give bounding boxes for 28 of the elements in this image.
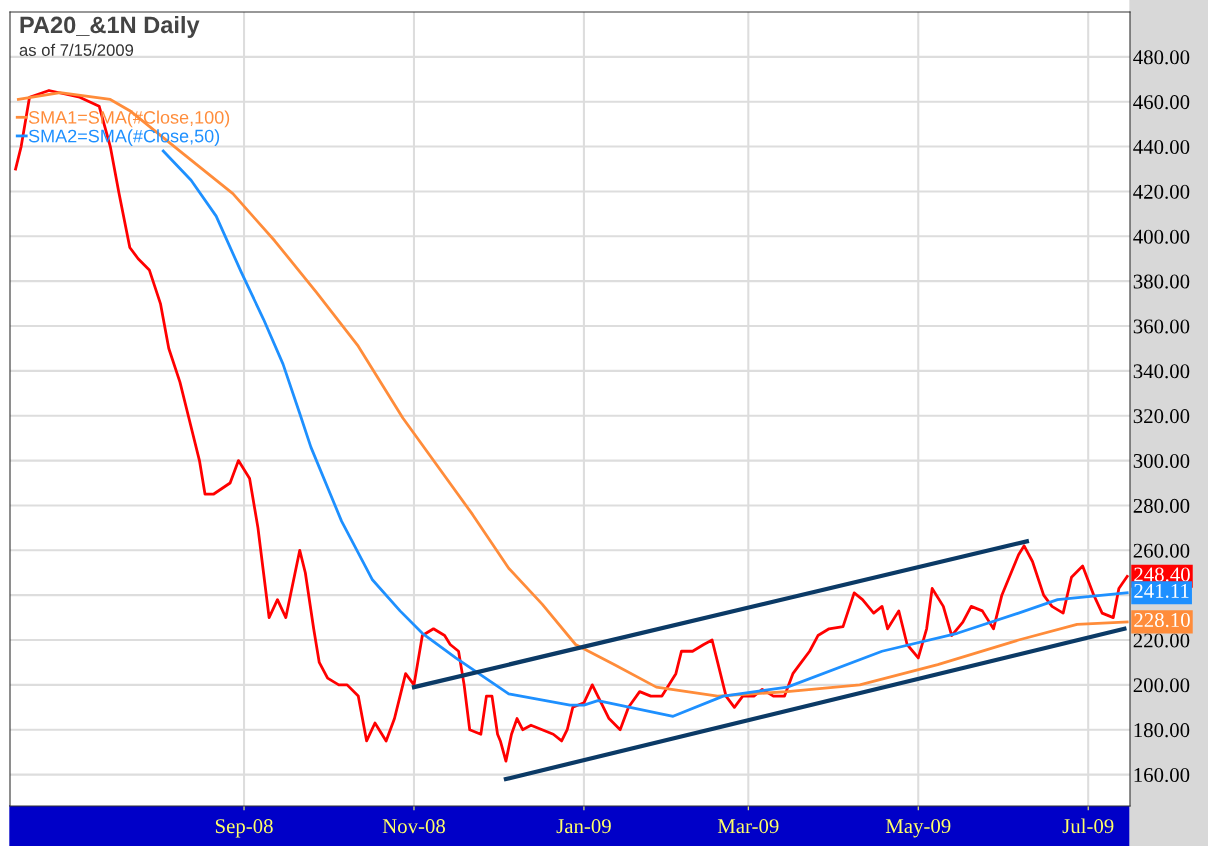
y-tick-label: 280.00 (1133, 498, 1190, 513)
y-tick-label: 300.00 (1133, 453, 1190, 469)
data-label: 241.11 (1134, 583, 1189, 598)
y-tick-label: 200.00 (1133, 678, 1190, 693)
line-series (161, 149, 1129, 718)
x-tick-label: Nov-08 (382, 819, 446, 834)
y-tick-label: 180.00 (1134, 723, 1190, 738)
y-tick-label: 440.00 (1133, 139, 1190, 155)
chart-title: PA20_&1N Daily (20, 15, 200, 38)
y-tick-label: 220.00 (1133, 633, 1190, 648)
y-tick-label: 480.00 (1133, 50, 1190, 65)
y-tick-label: 260.00 (1133, 543, 1190, 558)
y-tick-label: 380.00 (1133, 274, 1190, 289)
data-label: 228.10 (1134, 613, 1190, 628)
text: as of 7/15/2009 (19, 43, 134, 56)
y-tick-label: 340.00 (1133, 364, 1190, 379)
x-tick-label: Jan-09 (556, 819, 611, 834)
data-label: 248.40 (1134, 567, 1190, 582)
y-tick-label: 160.00 (1134, 767, 1190, 783)
x-tick-label: Sep-08 (215, 819, 273, 838)
y-tick-label: 320.00 (1133, 409, 1190, 424)
x-tick-label: Jul-09 (1062, 818, 1114, 834)
y-tick-label: 420.00 (1133, 184, 1190, 199)
y-tick-label: 460.00 (1133, 95, 1190, 110)
y-tick-label: 400.00 (1133, 229, 1190, 244)
x-tick-label: Mar-09 (717, 819, 779, 834)
x-tick-label: May-09 (885, 819, 951, 838)
y-tick-label: 360.00 (1133, 319, 1190, 334)
